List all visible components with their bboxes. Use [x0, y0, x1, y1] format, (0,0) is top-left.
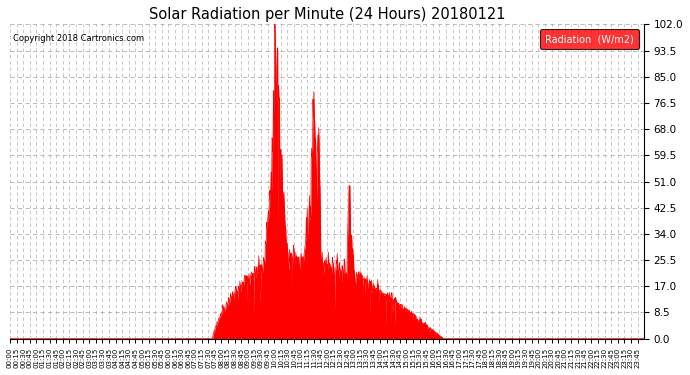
Text: Copyright 2018 Cartronics.com: Copyright 2018 Cartronics.com — [13, 34, 144, 43]
Title: Solar Radiation per Minute (24 Hours) 20180121: Solar Radiation per Minute (24 Hours) 20… — [148, 7, 505, 22]
Legend: Radiation  (W/m2): Radiation (W/m2) — [540, 29, 639, 49]
